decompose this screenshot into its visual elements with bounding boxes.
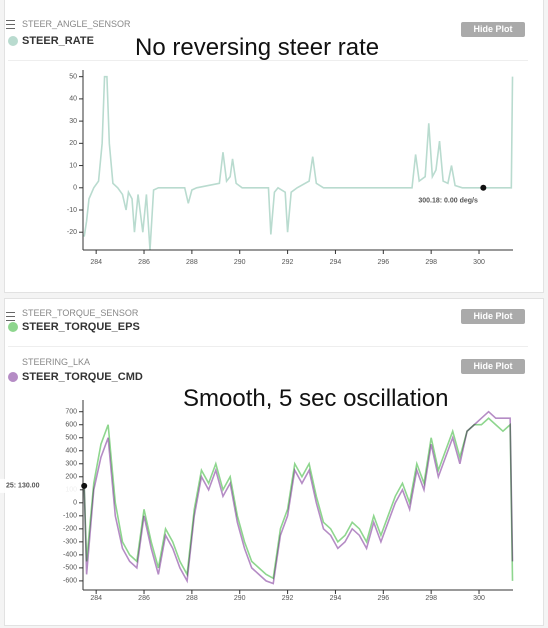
x-tick-label: 286 xyxy=(138,595,150,602)
x-tick-label: 284 xyxy=(90,595,102,602)
x-tick-label: 284 xyxy=(90,259,102,266)
x-tick-label: 296 xyxy=(377,259,389,266)
legend-swatch xyxy=(8,372,18,382)
cursor-label: 300.18: 0.00 deg/s xyxy=(418,198,478,205)
x-tick-label: 300 xyxy=(473,595,485,602)
x-tick-label: 294 xyxy=(330,595,342,602)
panel xyxy=(4,0,544,293)
x-tick-label: 298 xyxy=(425,595,437,602)
x-tick-label: 294 xyxy=(330,259,342,266)
menu-icon[interactable] xyxy=(6,312,15,321)
y-tick-label: -200 xyxy=(63,526,77,533)
series-line xyxy=(83,417,514,581)
message-name: STEERING_LKA xyxy=(22,357,91,367)
separator xyxy=(8,60,528,61)
x-tick-label: 290 xyxy=(234,595,246,602)
legend-swatch xyxy=(8,322,18,332)
signal-name: STEER_RATE xyxy=(22,35,94,47)
y-tick-label: 30 xyxy=(69,118,77,125)
signal-name: STEER_TORQUE_CMD xyxy=(22,371,143,383)
x-tick-label: 292 xyxy=(282,595,294,602)
cursor-label: 25: 130.00 xyxy=(6,483,40,490)
y-tick-label: -100 xyxy=(63,513,77,520)
y-tick-label: -300 xyxy=(63,539,77,546)
x-tick-label: 300 xyxy=(473,259,485,266)
x-tick-label: 296 xyxy=(377,595,389,602)
y-tick-label: 200 xyxy=(65,474,77,481)
hide-plot-button[interactable]: Hide Plot xyxy=(461,22,525,37)
y-tick-label: 50 xyxy=(69,74,77,81)
message-name: STEER_ANGLE_SENSOR xyxy=(22,19,131,29)
y-tick-label: -500 xyxy=(63,565,77,572)
annotation: No reversing steer rate xyxy=(135,34,380,61)
cursor-point xyxy=(480,184,487,191)
hide-plot-button[interactable]: Hide Plot xyxy=(461,309,525,324)
x-tick-label: 290 xyxy=(234,259,246,266)
y-tick-label: 400 xyxy=(65,448,77,455)
hide-plot-button[interactable]: Hide Plot xyxy=(461,359,525,374)
message-name: STEER_TORQUE_SENSOR xyxy=(22,308,139,318)
x-tick-label: 288 xyxy=(186,259,198,266)
y-tick-label: -600 xyxy=(63,578,77,585)
y-tick-label: 20 xyxy=(69,140,77,147)
series-line xyxy=(83,75,514,251)
signal-name: STEER_TORQUE_EPS xyxy=(22,321,140,333)
y-tick-label: 0 xyxy=(73,500,77,507)
cursor-label-bg xyxy=(0,478,80,493)
y-tick-label: -10 xyxy=(67,207,77,214)
y-tick-label: 700 xyxy=(65,409,77,416)
y-tick-label: 40 xyxy=(69,96,77,103)
legend-swatch xyxy=(8,36,18,46)
menu-icon[interactable] xyxy=(6,20,15,29)
y-tick-label: 500 xyxy=(65,435,77,442)
y-tick-label: 300 xyxy=(65,461,77,468)
y-tick-label: 600 xyxy=(65,422,77,429)
cursor-point xyxy=(81,482,88,489)
x-tick-label: 286 xyxy=(138,259,150,266)
y-tick-label: -20 xyxy=(67,229,77,236)
y-tick-label: -400 xyxy=(63,552,77,559)
y-tick-label: 0 xyxy=(73,185,77,192)
separator xyxy=(8,346,528,347)
annotation: Smooth, 5 sec oscillation xyxy=(183,385,449,412)
x-tick-label: 298 xyxy=(425,259,437,266)
x-tick-label: 288 xyxy=(186,595,198,602)
y-tick-label: 10 xyxy=(69,162,77,169)
x-tick-label: 292 xyxy=(282,259,294,266)
series-line xyxy=(83,410,514,585)
